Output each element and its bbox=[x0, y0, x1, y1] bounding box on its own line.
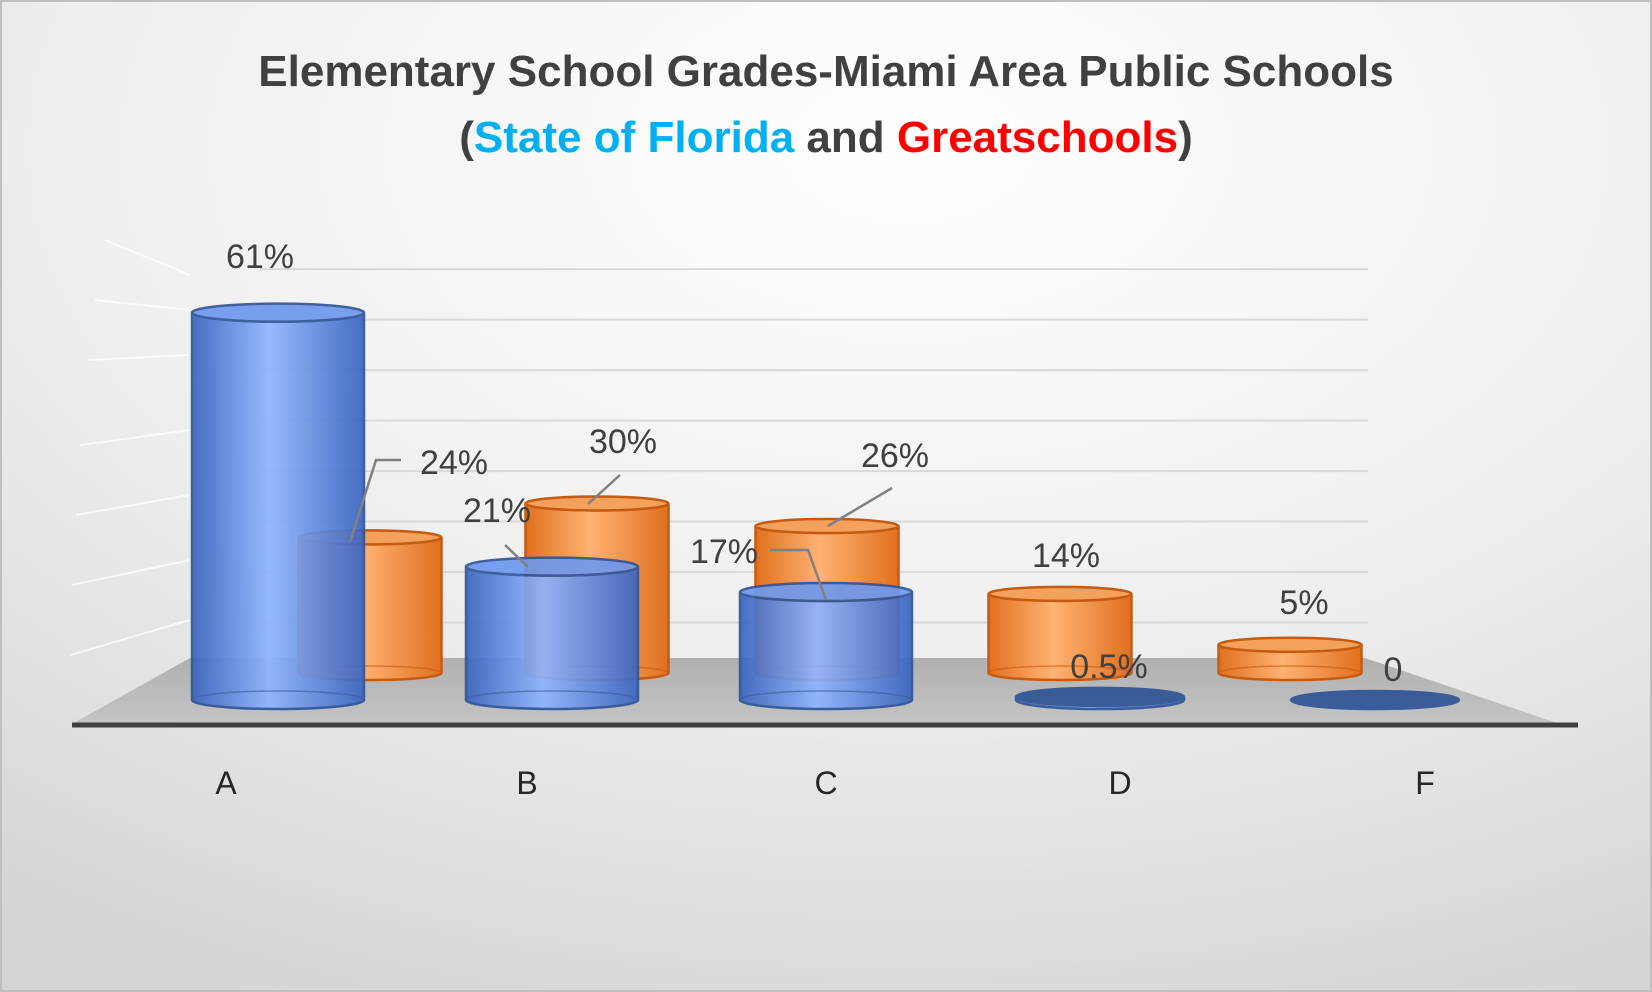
label-state-of-florida-A: 61% bbox=[226, 238, 294, 276]
data-labels: 61% 21% 17% 0.5% 0 24% 30% 26% 14% 5% bbox=[226, 238, 1402, 689]
bar-greatschools-D-top bbox=[987, 585, 1133, 603]
title-joiner: and bbox=[794, 113, 897, 162]
bar-greatschools-F bbox=[1217, 636, 1363, 682]
bar-state-of-florida-A-base bbox=[191, 690, 365, 710]
chart-title-line1: Elementary School Grades-Miami Area Publ… bbox=[258, 47, 1393, 96]
bar-state-of-florida-B bbox=[464, 556, 640, 711]
bar-greatschools-F-top bbox=[1217, 636, 1363, 653]
label-greatschools-B: 30% bbox=[589, 423, 657, 461]
label-greatschools-D: 14% bbox=[1032, 537, 1100, 575]
bar-state-of-florida-C-base bbox=[739, 690, 913, 710]
bar-state-of-florida-A-body bbox=[190, 312, 366, 711]
bar-state-of-florida-D bbox=[1014, 686, 1186, 711]
label-greatschools-B-leader bbox=[587, 474, 621, 505]
title-open-paren: ( bbox=[459, 113, 474, 162]
chart-title-line2: (State of Florida and Greatschools) bbox=[459, 113, 1192, 162]
label-state-of-florida-C: 17% bbox=[690, 533, 758, 571]
bar-state-of-florida-C-top bbox=[738, 581, 914, 603]
bar-greatschools-F-base bbox=[1217, 665, 1363, 681]
bar-state-of-florida-F bbox=[1289, 689, 1461, 711]
category-label-F: F bbox=[1415, 765, 1435, 801]
title-close-paren: ) bbox=[1178, 113, 1193, 162]
label-state-of-florida-D: 0.5% bbox=[1070, 648, 1148, 686]
bar-greatschools-B-top bbox=[524, 495, 670, 512]
category-label-D: D bbox=[1108, 765, 1131, 801]
label-greatschools-F: 5% bbox=[1279, 584, 1328, 622]
label-greatschools-C: 26% bbox=[861, 437, 929, 475]
bar-state-of-florida-C bbox=[738, 581, 914, 711]
label-state-of-florida-F: 0 bbox=[1384, 651, 1403, 689]
leader-lines bbox=[348, 458, 893, 601]
bar-greatschools-D bbox=[987, 585, 1133, 682]
category-label-A: A bbox=[215, 765, 237, 801]
bar-state-of-florida-A-top bbox=[190, 302, 366, 323]
label-state-of-florida-C-leader bbox=[770, 548, 828, 601]
bar-state-of-florida-F-top bbox=[1289, 689, 1461, 711]
bars-layer bbox=[190, 302, 1461, 711]
bar-state-of-florida-D-top bbox=[1014, 686, 1186, 708]
bar-state-of-florida-B-body bbox=[464, 566, 640, 711]
title-series-a: State of Florida bbox=[474, 113, 795, 162]
bar-greatschools-C-top bbox=[754, 517, 900, 535]
label-greatschools-A-leader bbox=[348, 458, 401, 543]
label-greatschools-C-leader bbox=[827, 486, 893, 528]
category-label-C: C bbox=[814, 765, 837, 801]
bar-greatschools-D-base bbox=[987, 665, 1133, 681]
title-series-b: Greatschools bbox=[897, 113, 1178, 162]
bar-state-of-florida-B-base bbox=[465, 690, 639, 710]
back-wall-lines bbox=[69, 239, 191, 656]
bar-state-of-florida-A bbox=[190, 302, 366, 711]
label-state-of-florida-B: 21% bbox=[463, 492, 531, 530]
label-greatschools-A: 24% bbox=[420, 444, 488, 482]
label-state-of-florida-B-leader bbox=[504, 544, 529, 568]
bar-state-of-florida-B-top bbox=[464, 556, 640, 577]
category-label-B: B bbox=[516, 765, 537, 801]
